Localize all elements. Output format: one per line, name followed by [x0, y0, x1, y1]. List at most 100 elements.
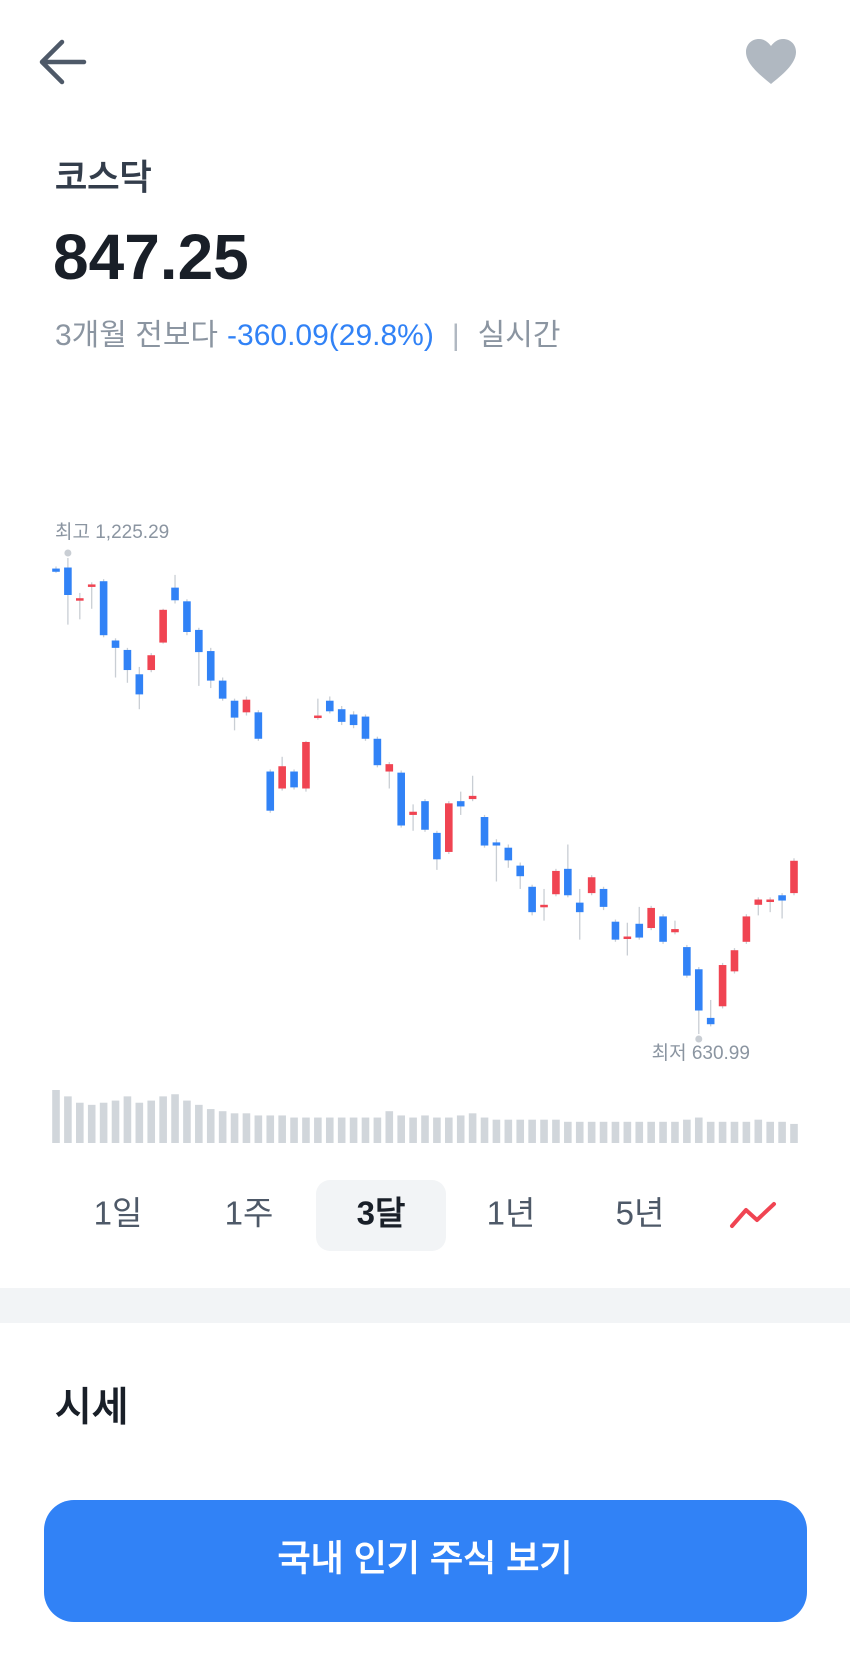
candle-body [730, 950, 739, 972]
volume-bar [123, 1096, 132, 1143]
volume-bar [778, 1121, 786, 1143]
candle-body [421, 801, 429, 830]
volume-bar [76, 1102, 84, 1143]
candlestick-chart: 최고 1,225.29 최저 630.99 [52, 521, 798, 1143]
candle-body [254, 712, 263, 739]
candle-body [183, 601, 191, 632]
volume-bar [278, 1115, 286, 1143]
price-change: -360.09(29.8%) [227, 319, 434, 352]
stock-price: 847.25 [53, 221, 249, 293]
volume-bar [433, 1117, 441, 1143]
period-tab[interactable]: 3달 [316, 1180, 446, 1251]
volume-bar [564, 1121, 572, 1143]
candle-body [325, 700, 334, 712]
volume-bar [314, 1117, 322, 1143]
volume-bar [635, 1121, 644, 1143]
period-tab[interactable]: 1일 [94, 1195, 143, 1232]
candle-body [778, 895, 786, 901]
volume-bar [111, 1100, 120, 1143]
volume-bar [147, 1100, 156, 1143]
volume-bar [385, 1111, 394, 1143]
chart-type-toggle[interactable] [730, 1202, 776, 1228]
volume-bar [421, 1115, 429, 1143]
button-label: 국내 인기 주식 보기 [278, 1538, 573, 1579]
candle-body [492, 842, 501, 846]
period-tab[interactable]: 1주 [225, 1195, 274, 1232]
candle-body [635, 923, 644, 938]
candle-body [540, 904, 548, 908]
candle-body [99, 581, 108, 636]
volume-bar [754, 1119, 763, 1143]
candle-body [790, 860, 798, 894]
candle-body [111, 640, 120, 648]
back-button[interactable] [39, 39, 87, 85]
volume-bar [599, 1121, 608, 1143]
candle-body [361, 716, 370, 739]
stock-name: 코스닥 [55, 158, 152, 197]
button-background [44, 1500, 807, 1622]
back-arrow-icon [39, 39, 87, 85]
volume-bar [683, 1119, 691, 1143]
candle-body [433, 832, 441, 860]
volume-bar [504, 1119, 513, 1143]
period-tab[interactable]: 1년 [487, 1195, 536, 1232]
period-tab-label: 3달 [357, 1195, 406, 1232]
volume-bar [242, 1113, 251, 1143]
volume-bar [254, 1115, 263, 1143]
candle-body [76, 598, 84, 601]
candle-body [409, 811, 417, 815]
line-chart-icon [730, 1202, 776, 1228]
candle-body [599, 888, 608, 907]
candle-body [385, 764, 394, 772]
candle-body [147, 655, 156, 671]
candle-body [52, 568, 60, 572]
candle-body [135, 674, 144, 695]
price-change-line: 3개월 전보다 -360.09(29.8%) | 실시간 [55, 319, 560, 352]
volume-bar [647, 1121, 655, 1143]
favorite-button[interactable] [746, 39, 796, 84]
volume-bar [266, 1115, 275, 1143]
candle-body [230, 700, 239, 718]
volume-bar [397, 1115, 405, 1143]
volume-bar [230, 1113, 239, 1143]
volume-bar [528, 1119, 536, 1143]
period-tab[interactable]: 5년 [616, 1195, 665, 1232]
candle-body [694, 969, 703, 1011]
volume-bar [694, 1117, 703, 1143]
volume-bar [766, 1121, 774, 1143]
volume-bar [195, 1104, 203, 1143]
volume-bar [456, 1115, 465, 1143]
volume-bar [790, 1123, 798, 1143]
candle-body [64, 567, 72, 595]
candle-body [516, 865, 525, 877]
candle-body [314, 715, 322, 719]
volume-bar [742, 1121, 751, 1143]
popular-stocks-button[interactable]: 국내 인기 주식 보기 [44, 1500, 807, 1622]
volume-bar [409, 1117, 417, 1143]
candle-body [683, 947, 691, 976]
candle-body [742, 916, 751, 942]
volume-bar [99, 1102, 108, 1143]
status: 실시간 [478, 319, 561, 352]
volume-bar [325, 1117, 334, 1143]
candle-body [123, 649, 132, 671]
candle-body [456, 801, 465, 807]
volume-bar [302, 1117, 310, 1143]
candle-body [278, 766, 286, 789]
candle-body [671, 929, 679, 933]
candle-body [468, 795, 477, 800]
low-label: 최저 630.99 [652, 1042, 750, 1064]
section-title: 시세 [55, 1386, 129, 1430]
candle-body [552, 870, 560, 895]
volume-bar [552, 1119, 560, 1143]
candle-body [564, 868, 572, 896]
volume-bar [290, 1117, 298, 1143]
volume-bar [540, 1119, 548, 1143]
volume-bar [135, 1102, 144, 1143]
volume-bar [468, 1113, 477, 1143]
candle-body [218, 680, 227, 699]
candle-body [206, 651, 215, 681]
candle-body [266, 771, 275, 811]
